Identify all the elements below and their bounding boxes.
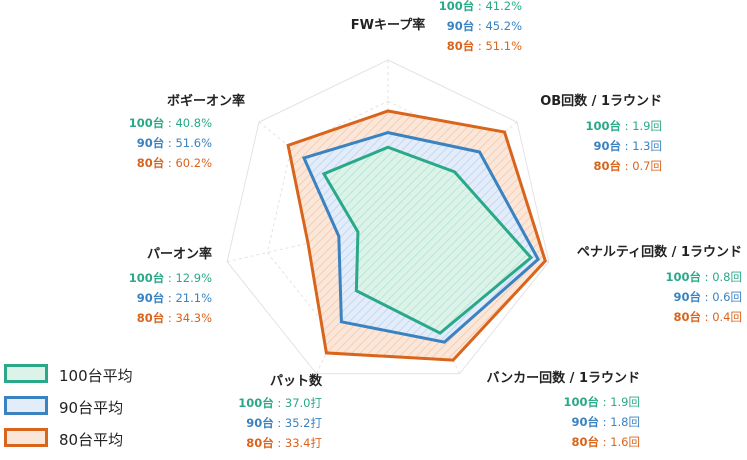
value-label-5-100台: 100台 : 37.0打 <box>238 396 322 410</box>
value-label-3-100台: 100台 : 0.8回 <box>666 270 743 284</box>
series-area-100台 <box>321 145 534 335</box>
value-label-7-80台: 80台 : 60.2% <box>137 156 212 170</box>
axis-label-6: パーオン率 <box>147 246 212 262</box>
value-label-7-90台: 90台 : 51.6% <box>137 136 212 150</box>
radar-labels: FWキープ率 100台 : 41.2% 90台 : 45.2% 80台 : 51.1%… <box>129 0 742 450</box>
value-label-4-80台: 80台 : 1.6回 <box>572 435 641 449</box>
value-label-1-100台: 100台 : 41.2% <box>439 0 522 13</box>
legend-item-100: 100台平均 <box>4 364 164 386</box>
value-label-4-90台: 90台 : 1.8回 <box>572 415 641 429</box>
legend-label-90: 90台平均 <box>59 399 124 417</box>
value-label-2-90台: 90台 : 1.3回 <box>594 139 663 153</box>
value-label-3-90台: 90台 : 0.6回 <box>674 290 743 304</box>
legend-swatch-80 <box>4 428 48 447</box>
axis-label-1: FWキープ率 <box>351 17 425 33</box>
value-label-2-80台: 80台 : 0.7回 <box>594 159 663 173</box>
grid-ring-4 <box>226 59 550 375</box>
value-label-5-90台: 90台 : 35.2打 <box>246 416 322 430</box>
legend-swatch-90 <box>4 396 48 415</box>
legend-label-100: 100台平均 <box>59 367 133 385</box>
legend: 100台平均 90台平均 80台平均 <box>4 364 164 460</box>
axis-label-3: ペナルティ回数 / 1ラウンド <box>577 244 742 260</box>
value-label-6-100台: 100台 : 12.9% <box>129 271 212 285</box>
legend-item-80: 80台平均 <box>4 428 164 450</box>
value-label-7-100台: 100台 : 40.8% <box>129 116 212 130</box>
grid-ring-3 <box>266 100 510 337</box>
axis-label-7: ボギーオン率 <box>167 93 245 109</box>
legend-item-90: 90台平均 <box>4 396 164 418</box>
axis-label-4: バンカー回数 / 1ラウンド <box>487 370 641 386</box>
value-label-6-80台: 80台 : 34.3% <box>137 311 212 325</box>
legend-label-80: 80台平均 <box>59 431 124 449</box>
legend-swatch-100 <box>4 364 48 383</box>
value-label-3-80台: 80台 : 0.4回 <box>674 310 743 324</box>
axis-label-5: パット数 <box>270 373 323 389</box>
radar-grid <box>226 59 550 375</box>
radar-series <box>286 109 547 362</box>
value-label-2-100台: 100台 : 1.9回 <box>586 119 663 133</box>
value-label-1-90台: 90台 : 45.2% <box>447 19 522 33</box>
value-label-6-90台: 90台 : 21.1% <box>137 291 212 305</box>
axis-label-2: OB回数 / 1ラウンド <box>540 93 662 109</box>
value-label-5-80台: 80台 : 33.4打 <box>246 436 322 450</box>
value-label-1-80台: 80台 : 51.1% <box>447 39 522 53</box>
value-label-4-100台: 100台 : 1.9回 <box>564 395 641 409</box>
